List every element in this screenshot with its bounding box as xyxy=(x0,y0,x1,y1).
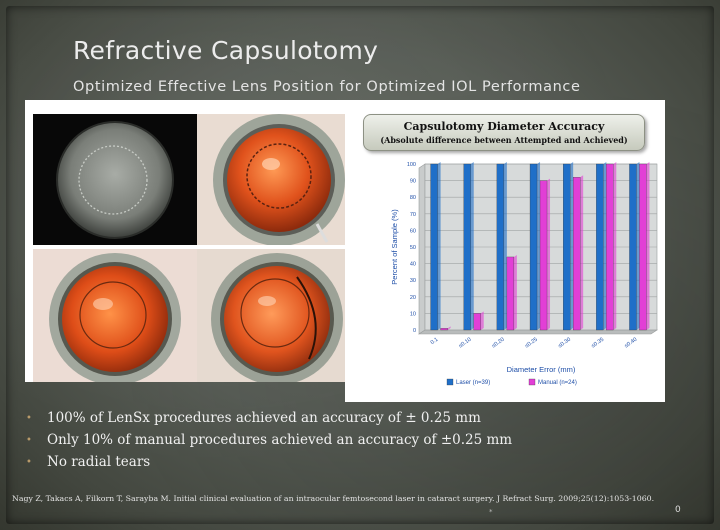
x-tick-label: ≤0.40 xyxy=(624,337,639,350)
bar-laser xyxy=(629,163,637,331)
bar-manual-side xyxy=(513,254,517,330)
eye-photo-bottom-right xyxy=(197,249,355,382)
legend-label: Laser (n=39) xyxy=(456,380,490,386)
y-tick-label: 100 xyxy=(407,162,416,168)
bullet-text: 100% of LenSx procedures achieved an acc… xyxy=(47,410,481,426)
x-tick-label: ≤0.35 xyxy=(590,337,605,350)
bar-laser-side xyxy=(603,162,607,330)
footer-mark: * xyxy=(489,508,493,516)
bar-manual-side xyxy=(480,311,484,330)
bar-manual xyxy=(639,163,647,331)
chart-header: Capsulotomy Diameter Accuracy (Absolute … xyxy=(363,114,645,151)
eye-photo-top-right xyxy=(197,114,355,245)
bar-manual-side xyxy=(447,326,451,330)
bar-laser xyxy=(529,163,538,331)
bar-manual xyxy=(539,180,548,331)
x-tick-label: 0.1 xyxy=(430,337,440,346)
bar-laser-side xyxy=(470,162,474,330)
bar-manual-side xyxy=(547,178,551,330)
x-tick-label: ≤0.25 xyxy=(524,337,539,350)
bar-manual-side xyxy=(580,175,584,330)
accuracy-bar-chart: 0 10 20 30 40 50 60 70 80 90 100 0.1 ≤0.10 ≤0.20 ≤0.25… xyxy=(390,162,658,386)
x-axis-title: Diameter Error (mm) xyxy=(507,365,576,374)
bar-laser-side xyxy=(636,162,640,330)
bar-manual-side xyxy=(646,162,650,330)
bar-manual xyxy=(440,328,448,331)
bar-laser xyxy=(496,163,505,331)
eye-photo-bottom-left xyxy=(33,249,197,382)
capsule-photo-dark xyxy=(33,114,197,245)
y-tick-label: 80 xyxy=(410,195,416,201)
y-tick-label: 40 xyxy=(410,262,416,268)
bullet-dot-icon: • xyxy=(26,435,32,446)
bar-manual xyxy=(573,177,581,331)
bullet-text: No radial tears xyxy=(47,454,151,470)
legend-swatch xyxy=(446,378,454,386)
bar-laser-side xyxy=(437,162,441,330)
x-tick-label: ≤0.20 xyxy=(491,337,506,350)
y-tick-label: 50 xyxy=(410,245,416,251)
bar-laser xyxy=(563,163,571,331)
y-tick-label: 60 xyxy=(410,228,416,234)
y-axis-title: Percent of Sample (%) xyxy=(390,209,399,285)
bar-manual-side xyxy=(613,162,617,330)
bar-manual xyxy=(506,256,515,331)
bar-laser-side xyxy=(503,162,507,330)
bullet-text: Only 10% of manual procedures achieved a… xyxy=(47,432,513,448)
legend-swatch xyxy=(528,378,536,386)
bar-laser xyxy=(463,163,471,331)
citation: Nagy Z, Takacs A, Filkorn T, Sarayba M. … xyxy=(12,494,655,503)
legend-label: Manual (n=24) xyxy=(538,380,577,386)
y-tick-label: 0 xyxy=(413,328,416,334)
bar-laser xyxy=(430,163,438,331)
bar-manual xyxy=(473,313,481,331)
y-tick-label: 10 xyxy=(410,311,416,317)
y-tick-label: 20 xyxy=(410,295,416,301)
chart-panel: Capsulotomy Diameter Accuracy (Absolute … xyxy=(345,100,665,402)
y-tick-label: 90 xyxy=(410,179,416,185)
bullet-dot-icon: • xyxy=(26,457,32,468)
y-tick-label: 70 xyxy=(410,212,416,218)
surgery-photo-panel xyxy=(25,100,355,382)
bar-manual xyxy=(606,163,614,331)
plot-side-wall xyxy=(418,163,426,335)
x-tick-label: ≤0.30 xyxy=(557,337,572,350)
bar-laser-side xyxy=(570,162,574,330)
slide-subtitle: Optimized Effective Lens Position for Op… xyxy=(73,79,581,95)
slide-title: Refractive Capsulotomy xyxy=(73,36,379,65)
page-number: 0 xyxy=(675,505,681,515)
bullet-dot-icon: • xyxy=(26,413,32,424)
plot-floor xyxy=(418,329,658,335)
bar-laser-side xyxy=(537,162,541,330)
y-tick-label: 30 xyxy=(410,278,416,284)
chart-title: Capsulotomy Diameter Accuracy xyxy=(403,120,605,133)
bar-laser xyxy=(596,163,604,331)
chart-subtitle: (Absolute difference between Attempted a… xyxy=(380,135,628,145)
x-tick-label: ≤0.10 xyxy=(458,337,473,350)
